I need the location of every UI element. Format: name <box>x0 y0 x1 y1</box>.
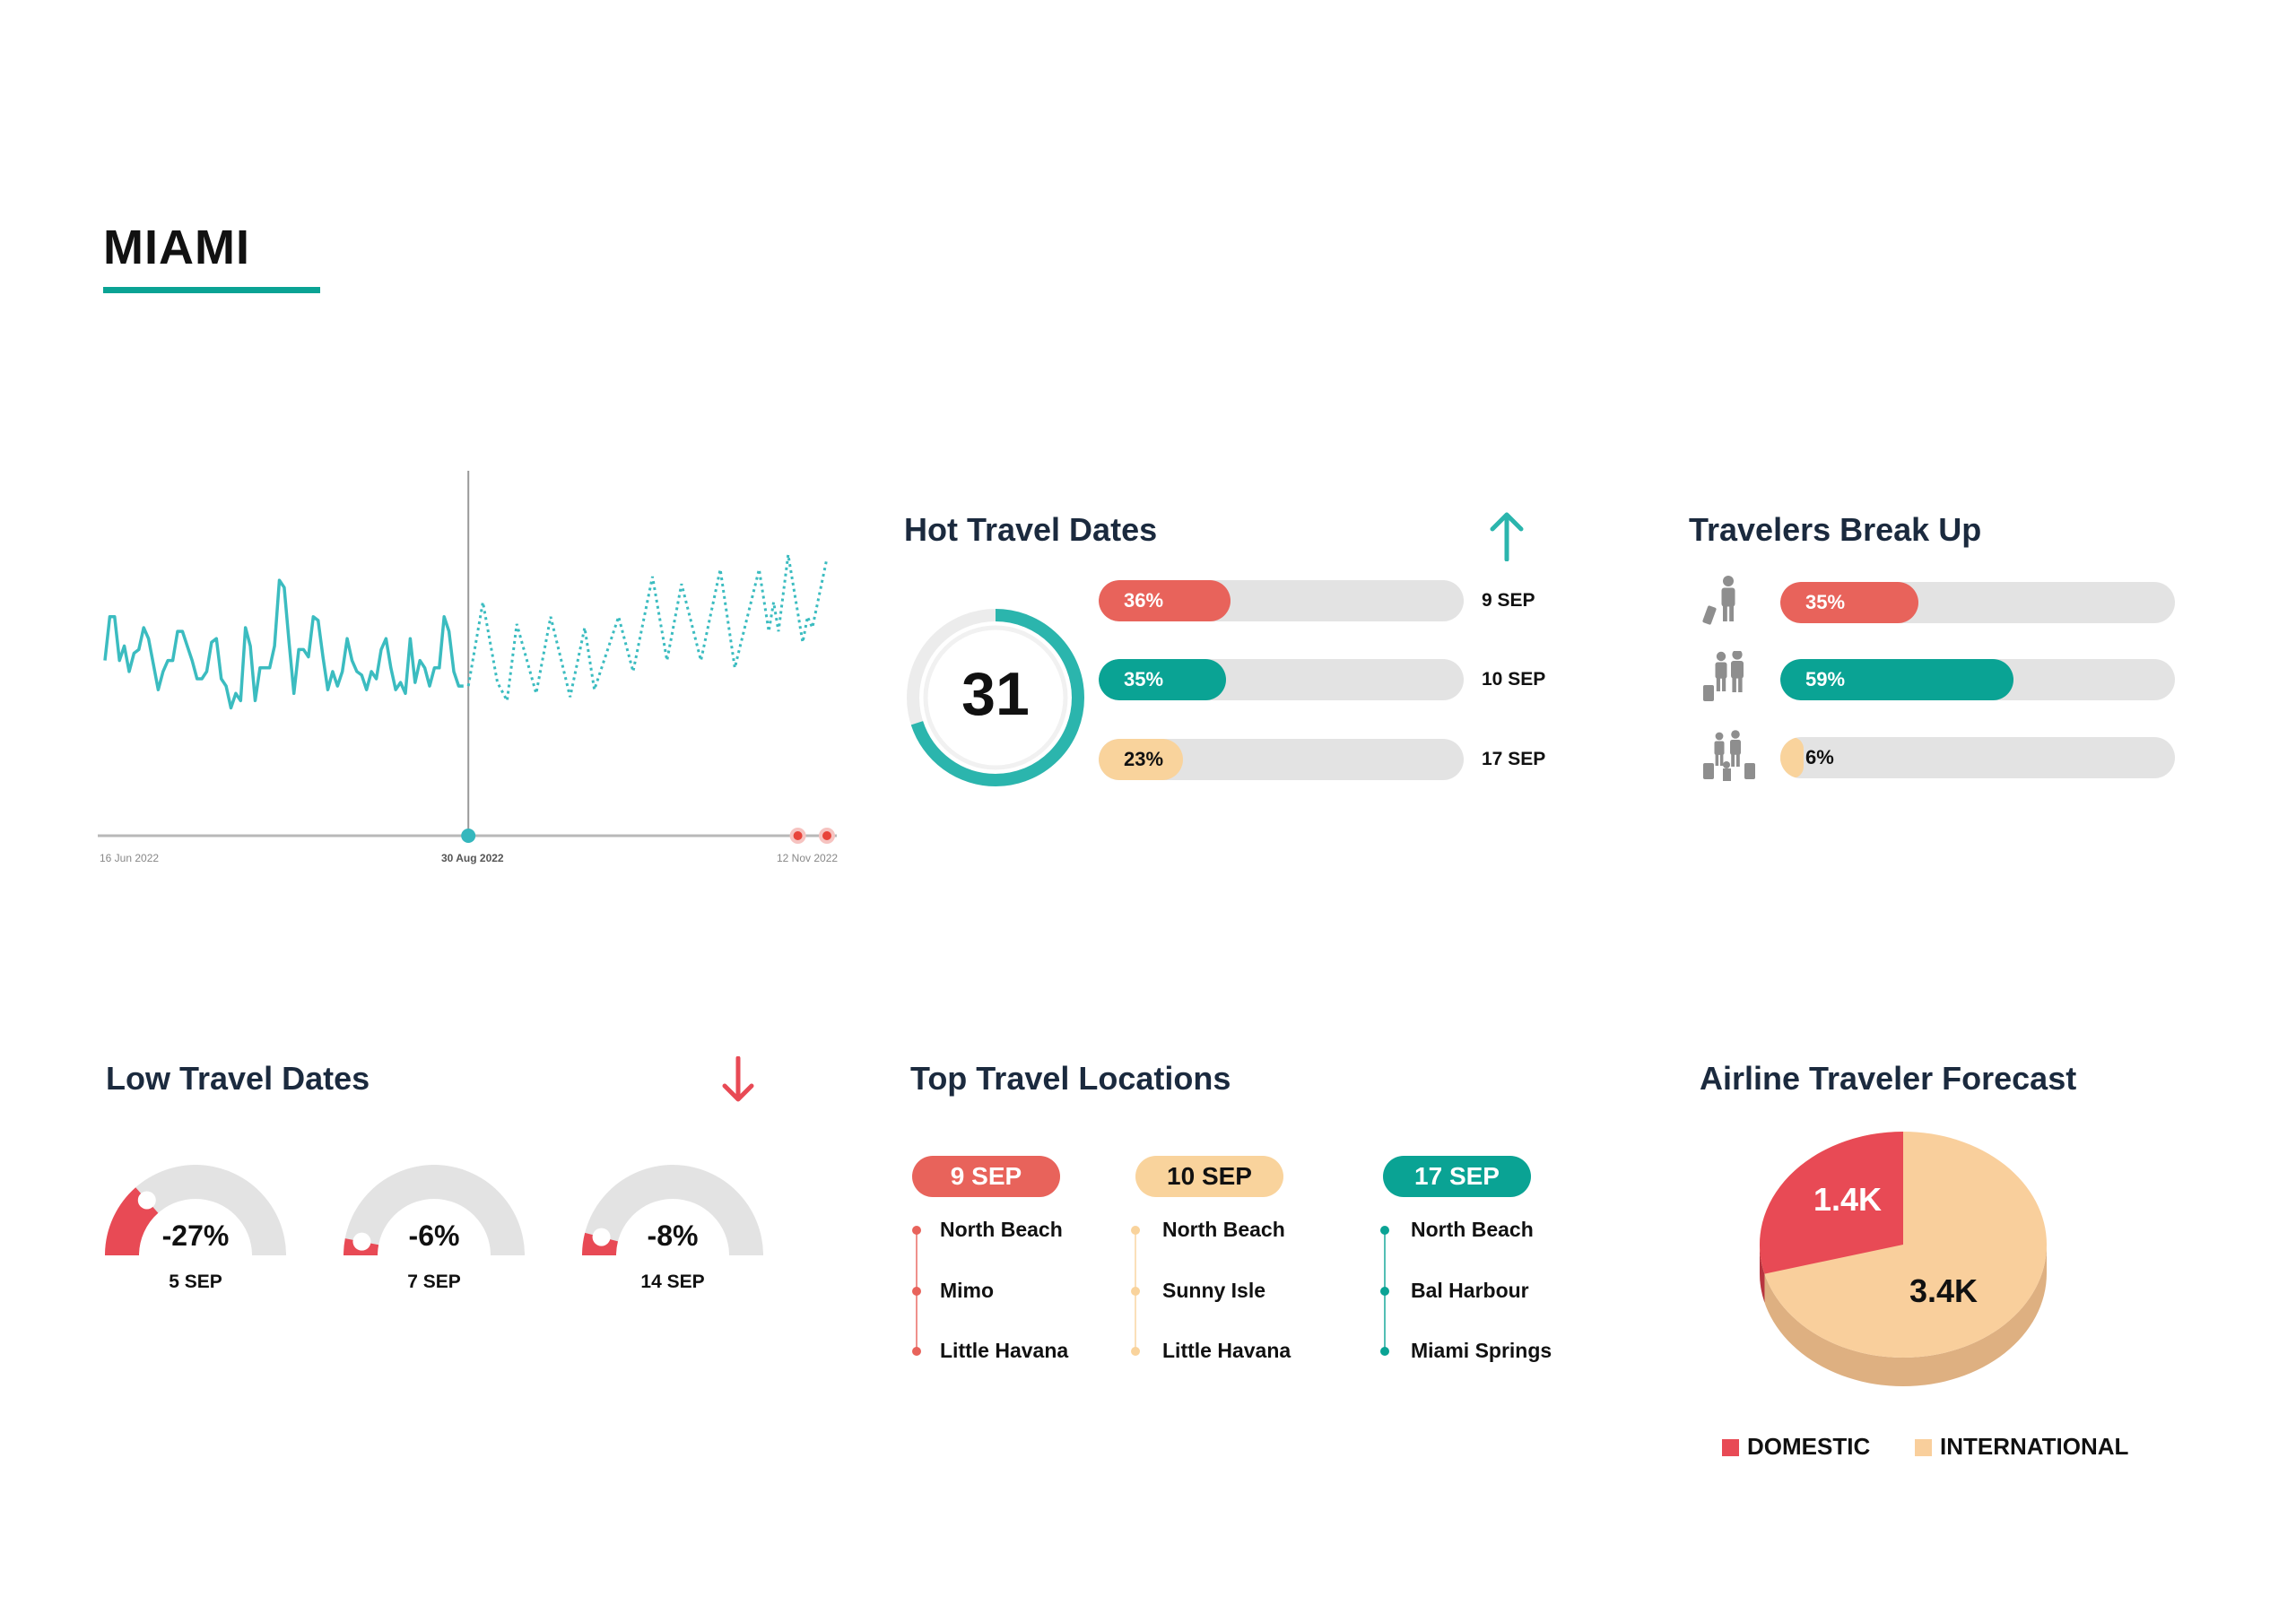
legend-swatch <box>1915 1439 1932 1456</box>
hot-bar-fill <box>1099 580 1231 621</box>
hot-bar-fill <box>1099 739 1183 780</box>
couple-travelers-icon <box>1703 651 1744 701</box>
gauge-date: 14 SEP <box>640 1271 705 1292</box>
trav-bar-fill <box>1780 582 1918 623</box>
ring-inner <box>923 625 1068 770</box>
trav-bar-track: 6% <box>1780 737 2175 778</box>
hot-bar-label: 36% <box>1124 589 1164 612</box>
pie-slice-domestic <box>1760 1132 1903 1274</box>
top-locations-title: Top Travel Locations <box>910 1060 1231 1097</box>
highlight-marker <box>461 829 476 843</box>
gauge <box>344 1165 525 1255</box>
hot-bar-label: 23% <box>1124 748 1164 770</box>
location-dot <box>1131 1287 1140 1296</box>
gauge-knob <box>352 1232 371 1251</box>
gauge-track <box>344 1165 525 1255</box>
hot-bar-track: 36% <box>1099 580 1464 621</box>
hot-bar-track: 23% <box>1099 739 1464 780</box>
location-dot <box>1380 1347 1389 1356</box>
gauge-value: -6% <box>408 1219 460 1252</box>
legend-label: INTERNATIONAL <box>1940 1433 2129 1460</box>
hot-bar-track: 35% <box>1099 659 1464 700</box>
hot-bar-fill <box>1099 659 1227 700</box>
trav-bar-fill <box>1780 659 2013 700</box>
location-date-pill[interactable]: 10 SEP <box>1135 1156 1283 1197</box>
location-item[interactable]: Bal Harbour <box>1411 1279 1529 1302</box>
legend-swatch <box>1722 1439 1739 1456</box>
pie-label-domestic: 1.4K <box>1813 1181 1882 1218</box>
arrow-down-icon <box>722 1056 754 1102</box>
location-dot <box>912 1287 921 1296</box>
gauge-knob <box>137 1191 156 1210</box>
location-date-pill[interactable]: 17 SEP <box>1383 1156 1531 1197</box>
forecast-series-line <box>466 554 829 706</box>
location-dot <box>912 1226 921 1235</box>
page-title: MIAMI <box>103 221 250 274</box>
travelers-title: Travelers Break Up <box>1689 511 1982 548</box>
title-underline <box>103 287 320 293</box>
gauge-value: -8% <box>647 1219 699 1252</box>
hot-dates-ring <box>907 609 1084 786</box>
gauge-track <box>582 1165 763 1255</box>
location-date-pill[interactable]: 9 SEP <box>912 1156 1060 1197</box>
gauge-track <box>105 1165 286 1255</box>
airline-pie-chart: 1.4K 3.4K <box>1760 1132 2047 1386</box>
x-tick-highlight: 30 Aug 2022 <box>441 852 504 864</box>
solo-traveler-icon <box>1702 576 1735 625</box>
location-item[interactable]: Little Havana <box>940 1339 1069 1362</box>
gauge-value: -27% <box>161 1219 230 1252</box>
actual-series-line <box>103 578 464 710</box>
hot-bar-label: 35% <box>1124 668 1164 690</box>
location-dot <box>1380 1287 1389 1296</box>
family-travelers-icon <box>1703 730 1755 781</box>
pie-side-domestic <box>1760 1245 1765 1303</box>
location-item[interactable]: Miami Springs <box>1411 1339 1552 1362</box>
location-dot <box>1380 1226 1389 1235</box>
trend-line-chart <box>98 471 837 844</box>
location-item[interactable]: Mimo <box>940 1279 995 1302</box>
location-item[interactable]: North Beach <box>940 1218 1063 1241</box>
low-travel-title: Low Travel Dates <box>106 1060 370 1097</box>
location-dot <box>1131 1226 1140 1235</box>
hot-bar-date: 10 SEP <box>1482 669 1546 690</box>
gauge-date: 5 SEP <box>169 1271 222 1292</box>
arrow-up-icon <box>1490 512 1524 561</box>
trav-bar-track: 35% <box>1780 582 2175 623</box>
alert-marker <box>793 831 803 840</box>
ring-progress <box>907 609 1084 786</box>
trav-bar-track: 59% <box>1780 659 2175 700</box>
alert-marker <box>822 831 831 840</box>
pie-title: Airline Traveler Forecast <box>1700 1060 2077 1097</box>
location-item[interactable]: Sunny Isle <box>1162 1279 1266 1302</box>
x-tick-end: 12 Nov 2022 <box>777 852 839 864</box>
legend-label: DOMESTIC <box>1747 1433 1871 1460</box>
gauge-date: 7 SEP <box>407 1271 461 1292</box>
pie-label-international: 3.4K <box>1909 1272 1978 1309</box>
location-dot <box>912 1347 921 1356</box>
gauge <box>105 1165 286 1255</box>
x-tick-start: 16 Jun 2022 <box>100 852 160 864</box>
pie-side-international <box>1760 1245 2047 1386</box>
location-item[interactable]: North Beach <box>1411 1218 1534 1241</box>
hot-bar-date: 17 SEP <box>1482 749 1546 769</box>
gauge-knob <box>592 1228 611 1246</box>
ring-value: 31 <box>961 660 1030 728</box>
location-item[interactable]: Little Havana <box>1162 1339 1292 1362</box>
location-item[interactable]: North Beach <box>1162 1218 1285 1241</box>
hot-travel-title: Hot Travel Dates <box>904 511 1158 548</box>
trav-bar-label: 59% <box>1805 668 1846 690</box>
trav-bar-fill <box>1780 737 1805 778</box>
trav-bar-label: 6% <box>1805 746 1834 768</box>
hot-bar-date: 9 SEP <box>1482 590 1535 611</box>
trav-bar-label: 35% <box>1805 591 1846 613</box>
location-dot <box>1131 1347 1140 1356</box>
gauge <box>582 1165 763 1255</box>
